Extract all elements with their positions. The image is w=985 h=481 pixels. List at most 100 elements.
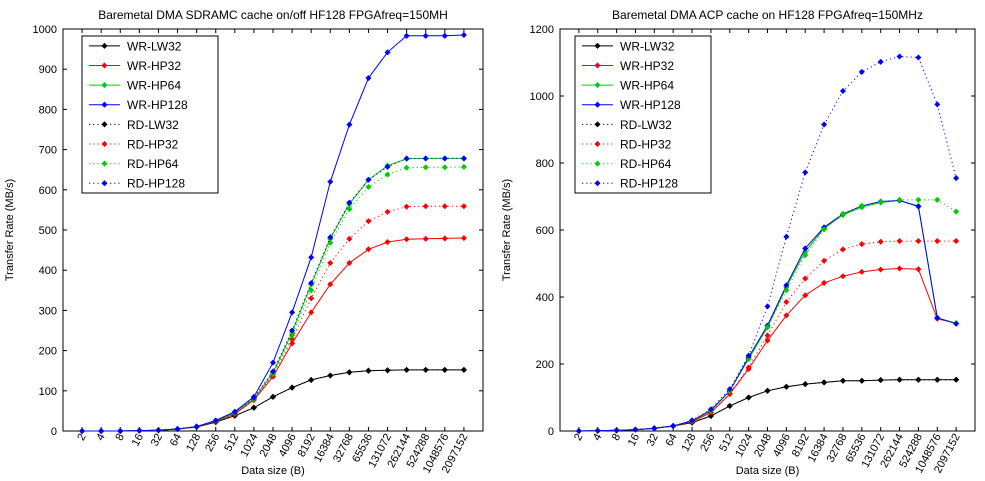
data-point <box>384 49 391 56</box>
data-point <box>250 394 257 401</box>
legend-label: RD-LW32 <box>127 118 179 132</box>
legend: WR-LW32 WR-HP32 WR-HP64 WR-HP128 RD-LW32 RD-H… <box>574 35 712 194</box>
data-point <box>839 377 846 384</box>
data-point <box>460 163 467 170</box>
data-point <box>441 203 448 210</box>
data-point <box>289 384 296 391</box>
y-tick-label: 300 <box>39 305 57 317</box>
data-point <box>783 383 790 390</box>
data-point <box>327 234 334 241</box>
y-tick-label: 400 <box>536 292 554 304</box>
data-point <box>308 309 315 316</box>
data-point <box>575 427 582 435</box>
data-point <box>839 87 846 94</box>
data-point <box>346 199 353 206</box>
data-point <box>136 427 143 434</box>
legend-label: RD-HP32 <box>620 137 672 151</box>
data-point <box>764 387 771 394</box>
data-point <box>422 155 429 162</box>
data-point <box>877 266 884 273</box>
data-point <box>953 320 960 327</box>
data-point <box>632 426 639 433</box>
data-point <box>365 246 372 253</box>
data-point <box>726 402 733 409</box>
data-point <box>613 427 620 434</box>
y-tick-label: 900 <box>39 64 57 76</box>
data-point <box>858 268 865 275</box>
data-point <box>953 376 960 383</box>
y-tick-label: 1200 <box>530 24 554 36</box>
data-point <box>934 314 941 321</box>
data-point <box>384 163 391 170</box>
data-point <box>896 376 903 383</box>
data-point <box>594 427 601 434</box>
data-point <box>384 171 391 178</box>
y-axis-label: Transfer Rate (MB/s) <box>4 179 16 281</box>
data-point <box>915 196 922 203</box>
data-point <box>783 299 790 306</box>
data-point <box>802 245 809 252</box>
data-point <box>821 257 828 264</box>
data-point <box>934 196 941 203</box>
legend-marker <box>101 101 108 108</box>
data-point <box>384 208 391 215</box>
data-point <box>877 377 884 384</box>
data-point <box>422 203 429 210</box>
data-point <box>174 425 181 433</box>
legend-marker <box>101 82 108 89</box>
data-point <box>934 376 941 383</box>
x-tick-label: 16 <box>626 432 642 448</box>
data-point <box>441 366 448 373</box>
y-tick-label: 800 <box>39 104 57 116</box>
data-point <box>365 75 372 82</box>
data-point <box>896 53 903 60</box>
data-point <box>858 68 865 75</box>
legend-label: WR-LW32 <box>127 39 182 53</box>
data-point <box>839 246 846 253</box>
data-point <box>308 280 315 287</box>
data-point <box>327 178 334 185</box>
data-point <box>783 233 790 240</box>
data-point <box>422 366 429 373</box>
data-point <box>289 340 296 347</box>
legend-marker <box>101 140 108 147</box>
y-tick-label: 1000 <box>33 24 57 36</box>
data-point <box>460 203 467 210</box>
chart-panel-right: Baremetal DMA ACP cache on HF128 FPGAfre… <box>501 8 976 477</box>
data-point <box>745 352 752 359</box>
data-point <box>707 412 714 419</box>
data-point <box>821 226 828 233</box>
legend-marker <box>594 82 601 89</box>
data-point <box>441 155 448 162</box>
y-tick-label: 0 <box>51 426 57 438</box>
data-point <box>915 266 922 273</box>
data-point <box>403 203 410 210</box>
y-tick-label: 100 <box>39 386 57 398</box>
legend-marker <box>594 180 601 187</box>
data-point <box>764 324 771 331</box>
legend-marker <box>594 42 601 49</box>
x-tick-label: 4 <box>94 432 107 443</box>
data-point <box>745 355 752 362</box>
data-point <box>896 265 903 272</box>
data-point <box>896 238 903 245</box>
data-point <box>783 287 790 294</box>
x-tick-label: 8 <box>610 432 623 443</box>
legend-marker <box>594 121 601 128</box>
series-rd-hp128 <box>79 155 467 435</box>
y-tick-label: 600 <box>39 185 57 197</box>
data-point <box>346 259 353 266</box>
data-point <box>460 155 467 162</box>
data-point <box>670 422 677 429</box>
series-line-rd-hp128 <box>82 157 464 432</box>
legend-box <box>81 35 219 194</box>
data-point <box>403 164 410 171</box>
legend-marker <box>101 180 108 187</box>
data-point <box>764 303 771 310</box>
data-point <box>327 372 334 379</box>
y-tick-label: 600 <box>536 225 554 237</box>
data-point <box>231 409 238 416</box>
legend-label: RD-HP128 <box>127 177 185 191</box>
data-point <box>915 54 922 61</box>
data-point <box>289 309 296 316</box>
